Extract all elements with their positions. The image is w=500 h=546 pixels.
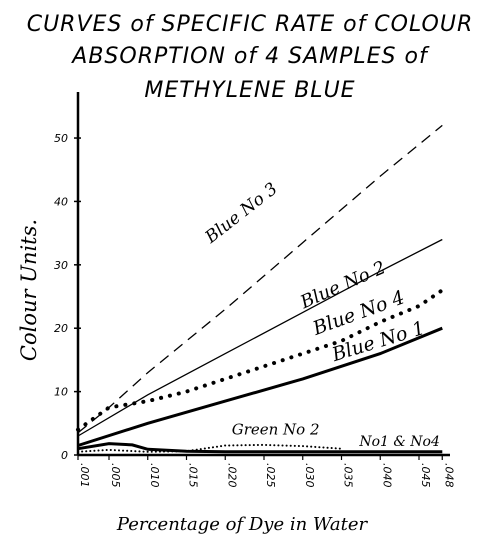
- x-tick-label: .035: [342, 463, 355, 488]
- series-label-green-no-2: Green No 2: [232, 421, 320, 439]
- series-line-green-no-2: [77, 443, 343, 453]
- chart-title-line-3: METHYLENE BLUE: [144, 78, 356, 103]
- y-tick-label: 40: [54, 195, 68, 208]
- y-tick-label: 10: [54, 386, 68, 399]
- series-line-no1-no4: [77, 442, 443, 454]
- x-tick-label: .025: [264, 463, 277, 488]
- x-tick-label: .005: [109, 463, 122, 488]
- chart-title-line-2: ABSORPTION of 4 SAMPLES of: [72, 44, 428, 69]
- series-line-blue-no-1: [77, 326, 443, 447]
- y-tick-label: 50: [54, 132, 68, 145]
- series-line-blue-no-2: [77, 238, 443, 437]
- x-tick-label: .030: [303, 463, 316, 488]
- x-tick-label: .048: [442, 463, 455, 488]
- series-label-no1-no4: No1 & No4: [358, 434, 440, 450]
- series-layer: [76, 124, 445, 454]
- x-axis-label: Percentage of Dye in Water: [116, 514, 369, 535]
- x-tick-label: .045: [419, 463, 432, 488]
- x-tick-label: .010: [148, 463, 161, 488]
- series-line-blue-no-4: [76, 288, 445, 432]
- axes: 0 10 20 30 40 50 .001 .005 .010 .015 .020 .025 .030.…: [54, 92, 455, 488]
- series-label-blue-no-3: Blue No 3: [201, 179, 282, 248]
- x-tick-label: .020: [225, 463, 238, 488]
- y-tick-label: 20: [54, 322, 68, 335]
- y-tick-label: 30: [54, 259, 68, 272]
- x-tick-label: .040: [380, 463, 393, 488]
- x-tick-label: .001: [78, 463, 91, 488]
- y-tick-label: 0: [61, 449, 68, 462]
- x-tick-label: .015: [187, 463, 200, 488]
- chart-title-line-1: CURVES of SPECIFIC RATE of COLOUR: [26, 12, 474, 37]
- series-line-blue-no-3: [77, 124, 443, 434]
- y-axis-label: Colour Units.: [17, 219, 41, 361]
